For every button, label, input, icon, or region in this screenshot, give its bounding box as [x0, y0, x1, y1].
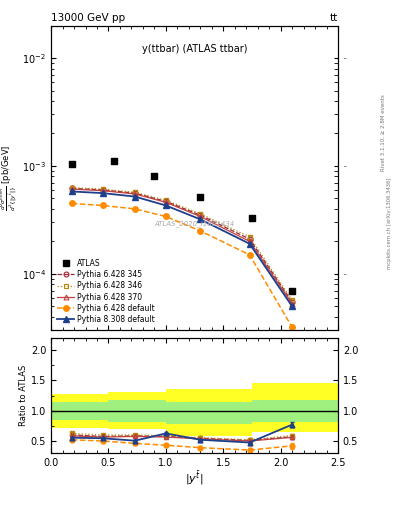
Point: [197, 193, 204, 201]
Text: mcplots.cern.ch [arXiv:1306.3436]: mcplots.cern.ch [arXiv:1306.3436]: [387, 178, 391, 269]
Point: [151, 173, 158, 181]
Point: [111, 157, 118, 165]
Text: tt: tt: [330, 13, 338, 23]
Text: ATLAS_2020_I1801434: ATLAS_2020_I1801434: [154, 220, 235, 227]
Y-axis label: $\frac{d^2\sigma^{norm}}{d^2\{|y^{\bar{t}}|\}}$ [pb/GeV]: $\frac{d^2\sigma^{norm}}{d^2\{|y^{\bar{t…: [0, 145, 19, 211]
Text: 13000 GeV pp: 13000 GeV pp: [51, 13, 125, 23]
Point: [289, 286, 295, 294]
Point: [249, 214, 255, 222]
Point: [69, 160, 75, 168]
Text: y(ttbar) (ATLAS ttbar): y(ttbar) (ATLAS ttbar): [142, 44, 247, 54]
Text: Rivet 3.1.10, ≥ 2.8M events: Rivet 3.1.10, ≥ 2.8M events: [381, 94, 386, 170]
X-axis label: $|y^{\bar{t}}|$: $|y^{\bar{t}}|$: [185, 470, 204, 487]
Y-axis label: Ratio to ATLAS: Ratio to ATLAS: [19, 365, 28, 426]
Legend: ATLAS, Pythia 6.428 345, Pythia 6.428 346, Pythia 6.428 370, Pythia 6.428 defaul: ATLAS, Pythia 6.428 345, Pythia 6.428 34…: [55, 257, 157, 327]
